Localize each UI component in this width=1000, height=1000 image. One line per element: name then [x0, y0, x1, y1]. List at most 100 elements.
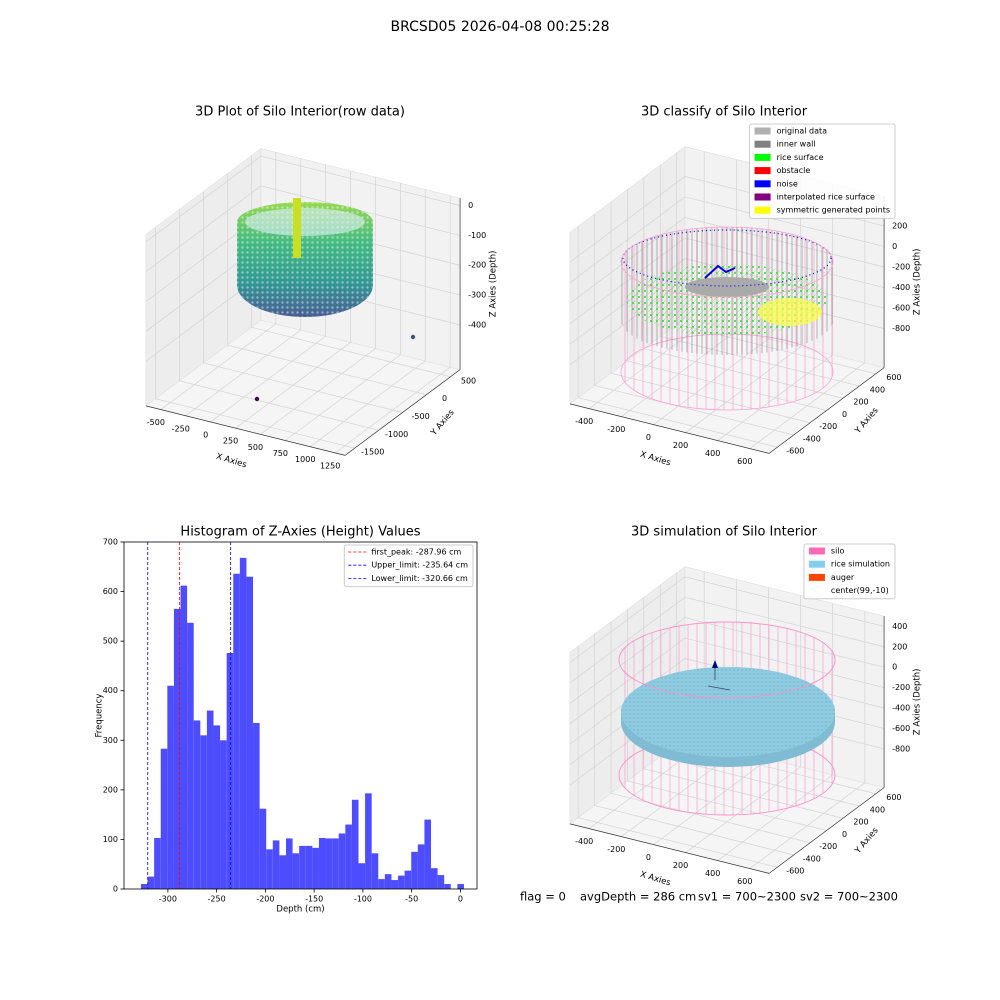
- histogram-bar: [424, 819, 432, 889]
- histogram-bar: [239, 557, 247, 889]
- z-grid-line: [569, 596, 885, 684]
- x-axis-label: Depth (cm): [276, 905, 324, 915]
- histogram-bar: [259, 808, 267, 889]
- illustrations: [237, 198, 836, 816]
- histogram-bar: [226, 653, 234, 889]
- axes-title: 3D Plot of Silo Interior(row data): [195, 105, 405, 120]
- x-tick-label: -250: [172, 424, 190, 433]
- histogram-bar: [173, 608, 181, 889]
- histogram-bar: [220, 740, 227, 889]
- histogram-bar: [160, 748, 168, 889]
- x-tick-label: -500: [147, 418, 165, 427]
- x-axis-line: [569, 403, 770, 454]
- y-tick-label: 200: [853, 818, 868, 827]
- z-tick-label: 200: [892, 221, 907, 230]
- x-tick-label: 1250: [320, 461, 340, 470]
- y-tick-label: -400: [803, 854, 821, 863]
- histogram-bar: [312, 847, 319, 889]
- x-tick-label: -200: [607, 425, 625, 434]
- histogram-bar: [318, 837, 326, 889]
- y-axis-label: Y Axies: [853, 825, 881, 856]
- x-tick-label: 600: [737, 877, 752, 886]
- y-tick-label: 0: [113, 885, 118, 894]
- y-grid-line: [610, 621, 811, 844]
- x-tick-label: 200: [673, 861, 688, 870]
- footer-sv2: sv2 = 700~2300: [800, 890, 898, 904]
- legend-swatch: [808, 587, 825, 595]
- y-tick-label: -1500: [361, 448, 384, 457]
- y-tick-label: 600: [103, 587, 118, 596]
- x-axis-label: X Axies: [639, 870, 672, 889]
- legend-swatch: [808, 547, 825, 555]
- histogram-bar: [305, 845, 313, 889]
- histogram-bar: [358, 863, 366, 889]
- histogram-bar: [193, 720, 201, 889]
- legend-label: obstacle: [777, 166, 811, 175]
- histogram-bar: [444, 884, 451, 889]
- x-tick-label: 200: [673, 441, 688, 450]
- z-tick-label: -400: [468, 320, 486, 329]
- y-tick-label: -1000: [385, 430, 408, 439]
- x-tick-label: 0: [203, 430, 208, 439]
- x-tick-label: 400: [705, 449, 720, 458]
- y-grid-line: [594, 214, 794, 436]
- legend-label: interpolated rice surface: [777, 193, 875, 202]
- y-tick-label: -600: [786, 447, 804, 456]
- x-grid-line: [749, 611, 866, 869]
- legend: first_peak: -287.96 cm Upper_limit: -235.…: [343, 544, 474, 588]
- histogram-bar: [457, 884, 464, 889]
- z-tick-label: -600: [892, 304, 910, 313]
- y-tick-label: 0: [442, 394, 447, 403]
- x-axis-label: X Axies: [215, 452, 248, 471]
- x-tick-label: -200: [607, 845, 625, 854]
- axes-title: 3D simulation of Silo Interior: [631, 525, 818, 540]
- histogram-bar: [338, 833, 346, 889]
- z-tick-label: -300: [468, 291, 486, 300]
- histogram-bar: [213, 725, 221, 889]
- y-axis-line: [768, 367, 885, 454]
- legend-swatch: [754, 193, 771, 201]
- histogram-bar: [378, 879, 385, 889]
- y-grid-line: [179, 209, 379, 431]
- z-grid-line: [145, 185, 461, 272]
- histogram-bar: [332, 838, 339, 889]
- y-tick-label: 500: [103, 637, 118, 646]
- y-grid-line: [227, 173, 427, 395]
- z-tick-label: -800: [892, 744, 910, 753]
- legend-swatch: [754, 180, 771, 188]
- histogram-bar: [154, 837, 161, 889]
- y-tick-label: 300: [103, 736, 118, 745]
- histogram-bar: [391, 880, 399, 889]
- y-tick-label: 200: [103, 785, 118, 794]
- histogram-bar: [200, 735, 207, 889]
- legend-swatch: [754, 127, 771, 135]
- figure-title: BRCSD05 2026-04-08 00:25:28: [390, 19, 609, 35]
- y-grid-line: [577, 226, 778, 448]
- histogram-bar: [279, 855, 286, 889]
- z-tick-label: -200: [468, 261, 486, 270]
- histogram-bar: [147, 876, 155, 889]
- y-axis-label: Y Axies: [429, 407, 457, 438]
- legend-swatch: [808, 560, 825, 568]
- y-tick-label: -500: [412, 412, 430, 421]
- histogram-bar: [325, 838, 333, 889]
- histogram-bar: [417, 844, 425, 889]
- z-tick-label: -200: [892, 683, 910, 692]
- z-grid-line: [145, 155, 461, 243]
- axes-title: 3D classify of Silo Interior: [641, 105, 808, 120]
- legend-frame: [343, 544, 474, 588]
- x-tick-label: -300: [159, 895, 177, 904]
- z-grid-line: [569, 576, 885, 663]
- z-tick-label: -400: [892, 283, 910, 292]
- y-axis-label: Y Axies: [853, 405, 881, 436]
- legend-label: rice simulation: [831, 560, 890, 569]
- legend-swatch: [754, 153, 771, 161]
- histogram-bar: [253, 722, 260, 889]
- histogram-bar: [384, 874, 392, 889]
- x-tick-label: -400: [575, 417, 593, 426]
- z-tick-label: 0: [468, 201, 473, 210]
- y-tick-label: -600: [786, 867, 804, 876]
- footer-depth: avgDepth = 286 cm: [580, 890, 696, 904]
- simulated-silo: [618, 621, 836, 816]
- histogram-bar: [140, 884, 148, 889]
